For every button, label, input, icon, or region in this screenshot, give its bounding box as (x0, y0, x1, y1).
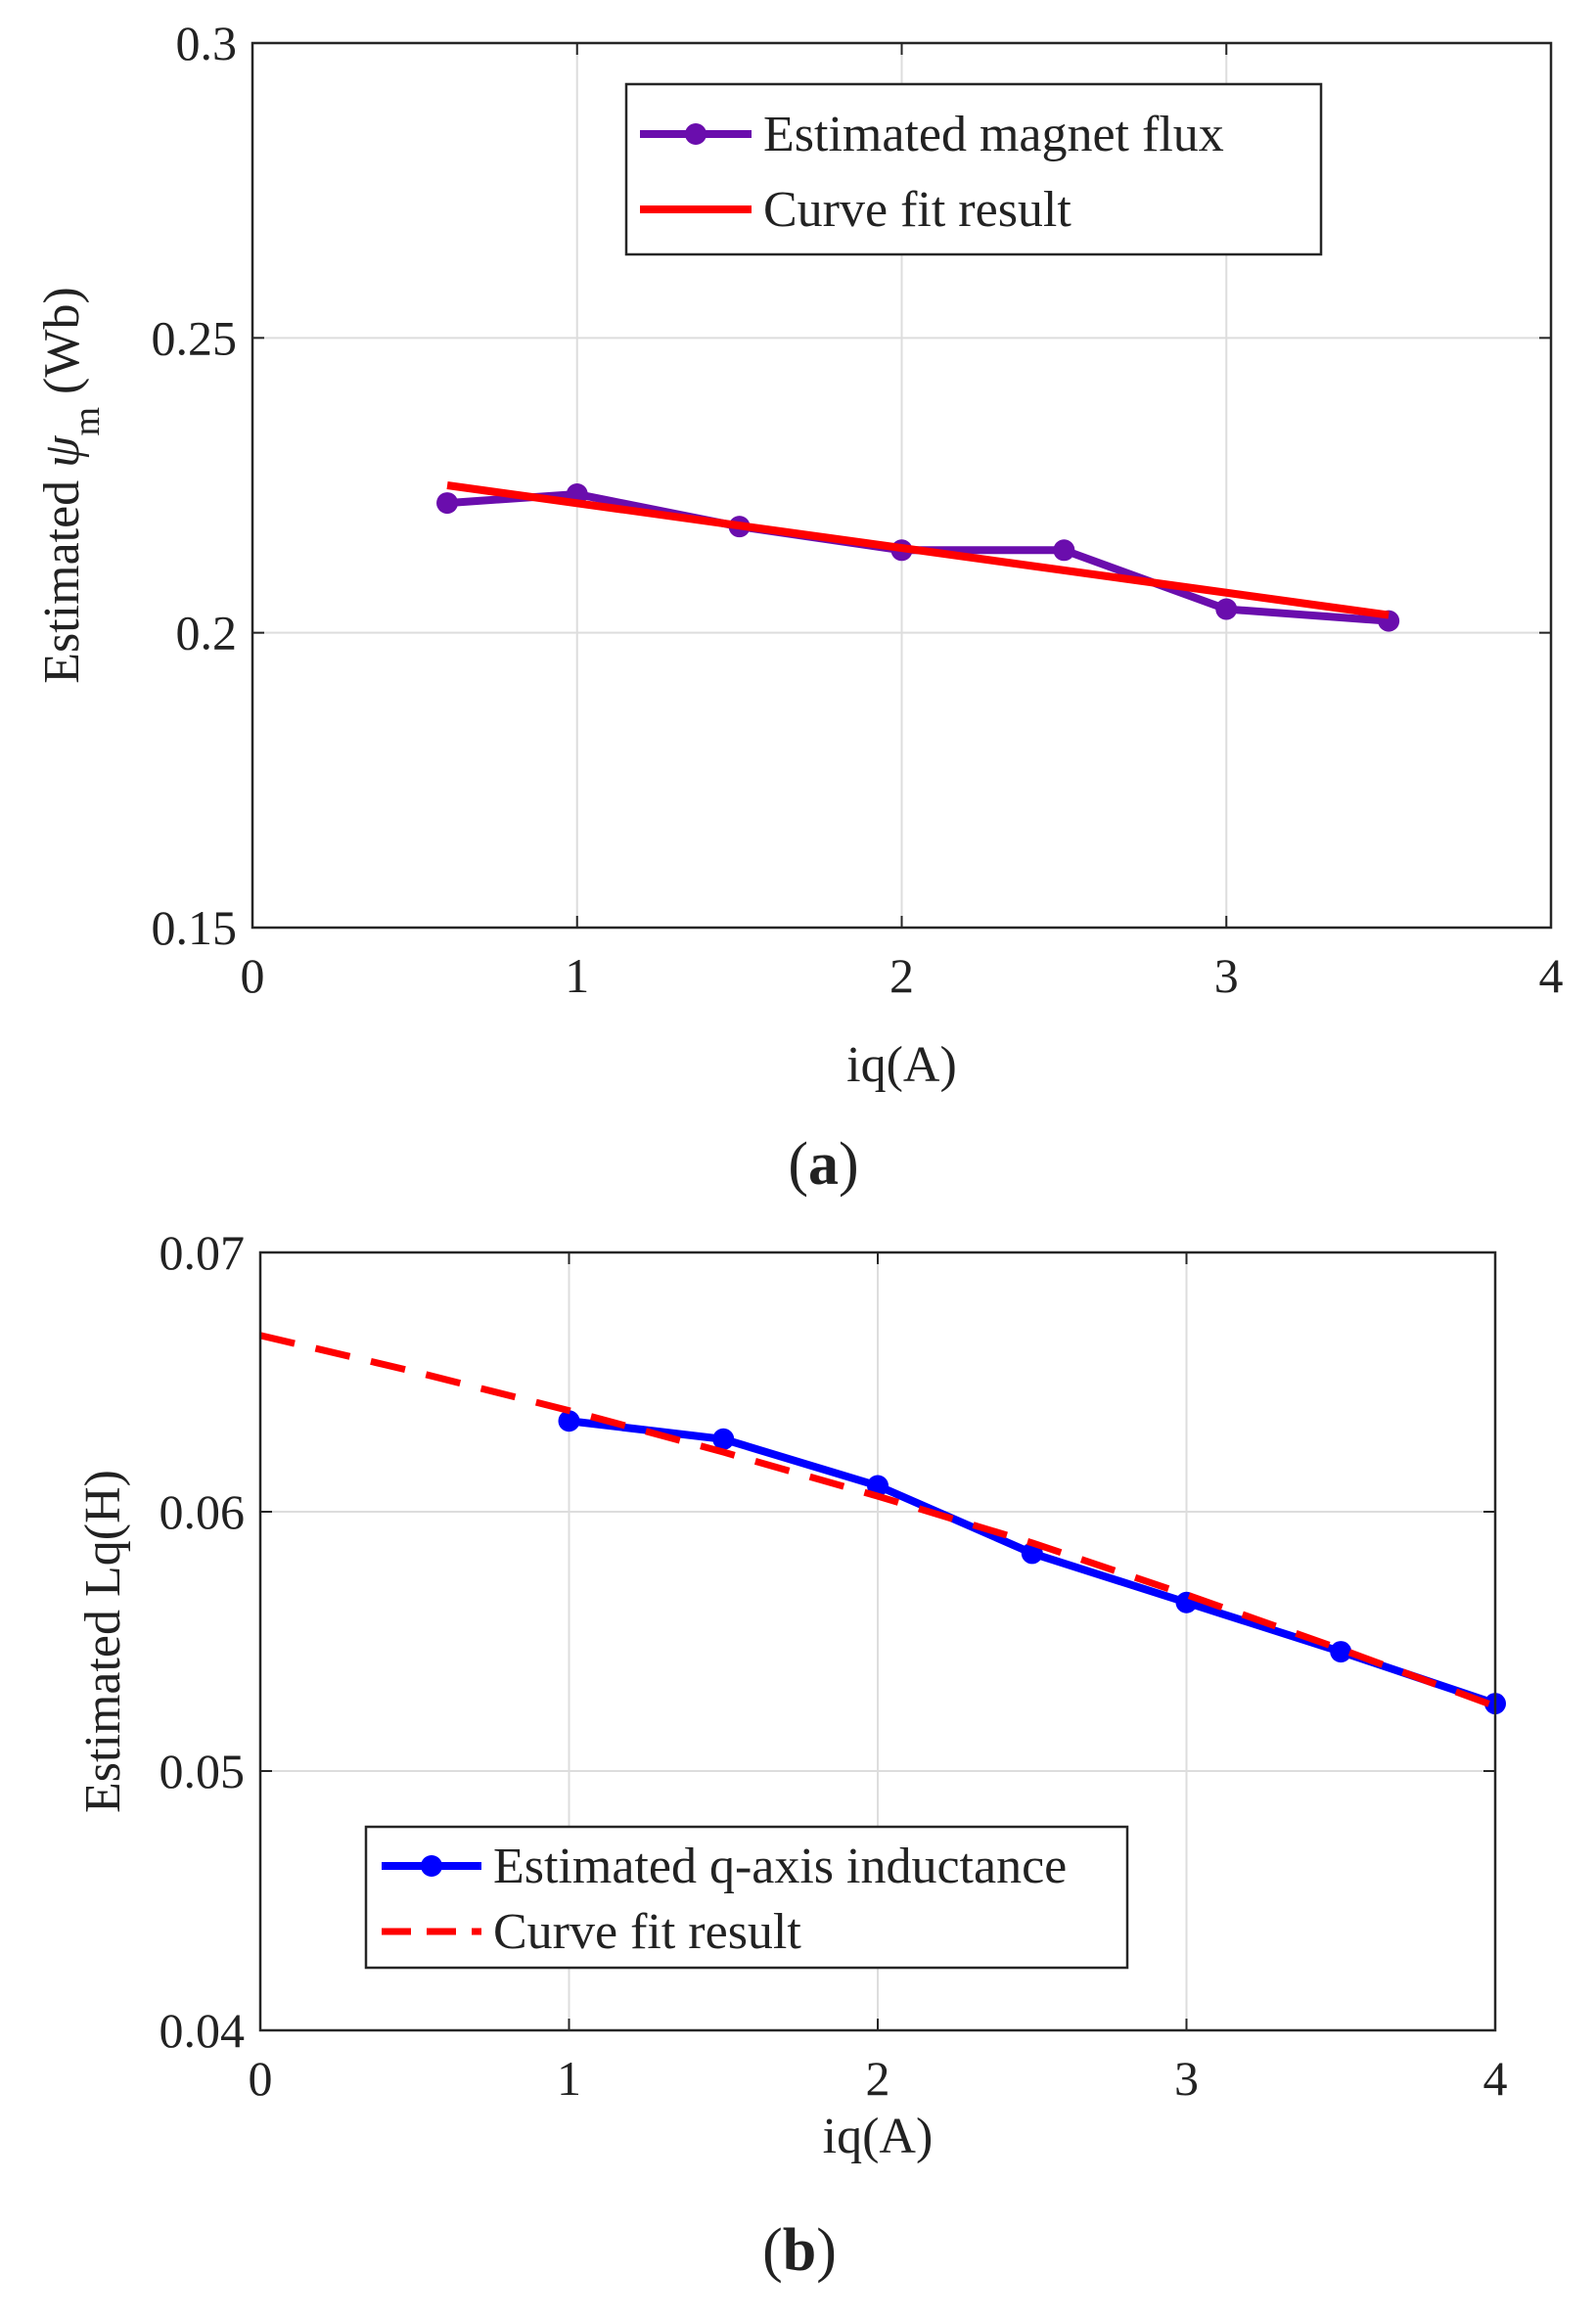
x-tick-label: 0 (241, 948, 265, 1003)
data-point (1330, 1641, 1352, 1663)
y-tick-label: 0.04 (160, 2003, 246, 2058)
y-tick-label: 0.15 (152, 900, 238, 955)
x-tick-label: 2 (866, 2051, 890, 2106)
data-point (1053, 539, 1075, 562)
legend-marker-1 (421, 1855, 442, 1877)
legend-box (624, 82, 1323, 256)
axes-box (258, 1250, 1497, 2032)
chart-a: 0 1 2 3 4 0.15 0.2 0.25 0.3 iq(A) Estimated ψm (Wb… (34, 16, 1564, 1198)
caption-open: ( (788, 1131, 808, 1198)
panel-caption: (a) (788, 1131, 858, 1198)
legend: Estimated q-axis inductance Curve fit res… (364, 1825, 1129, 1970)
data-point (1215, 598, 1238, 620)
y-axis-label-suffix: (Wb) (34, 287, 90, 407)
caption-close: ) (839, 1131, 859, 1198)
x-tick-label: 1 (557, 2051, 581, 2106)
y-tick-label: 0.05 (160, 1744, 246, 1798)
series-line-2 (259, 1332, 1497, 1710)
chart-b: 0 1 2 3 4 0.04 0.05 0.06 0.07 iq(A) Estimated Lq(H… (75, 1225, 1508, 2284)
legend-label-2: Curve fit result (493, 1904, 801, 1960)
y-axis-label: Estimated ψm (Wb) (34, 287, 108, 684)
axes-box (251, 41, 1553, 930)
y-axis-label-symbol: ψ (34, 434, 90, 468)
legend-box (364, 1825, 1129, 1970)
y-tick-label: 0.06 (160, 1484, 246, 1539)
x-tick-label: 2 (889, 948, 914, 1003)
legend-label-1: Estimated magnet flux (763, 107, 1224, 162)
caption-open: ( (762, 2217, 783, 2284)
series-line-1 (446, 490, 1390, 625)
x-axis-label: iq(A) (823, 2109, 934, 2164)
x-tick-label: 1 (565, 948, 589, 1003)
y-tick-label: 0.3 (176, 16, 238, 70)
panel-caption: (b) (762, 2217, 837, 2284)
legend-label-2: Curve fit result (763, 182, 1072, 238)
legend-marker-1 (685, 123, 707, 145)
legend: Estimated magnet flux Curve fit result (624, 82, 1323, 256)
data-point (558, 1410, 580, 1432)
y-tick-label: 0.07 (160, 1225, 246, 1280)
y-axis-label-prefix: Estimated (34, 468, 90, 684)
x-tick-label: 0 (249, 2051, 273, 2106)
y-axis-label-subscript: m (67, 407, 108, 436)
caption-letter: b (783, 2217, 816, 2284)
series-line-2 (446, 481, 1390, 619)
data-point (436, 492, 459, 515)
caption-letter: a (808, 1131, 839, 1198)
caption-close: ) (816, 2217, 837, 2284)
legend-label-1: Estimated q-axis inductance (493, 1839, 1067, 1894)
x-tick-label: 3 (1174, 2051, 1199, 2106)
data-point (712, 1428, 735, 1450)
y-axis-label: Estimated Lq(H) (75, 1470, 131, 1813)
x-tick-label: 4 (1483, 2051, 1508, 2106)
y-axis-label-prefix: Estimated Lq(H) (75, 1470, 131, 1813)
x-axis-label: iq(A) (846, 1037, 957, 1093)
x-tick-label: 3 (1214, 948, 1239, 1003)
x-tick-label: 4 (1539, 948, 1564, 1003)
y-tick-label: 0.2 (176, 606, 238, 660)
y-tick-label: 0.25 (152, 310, 238, 365)
